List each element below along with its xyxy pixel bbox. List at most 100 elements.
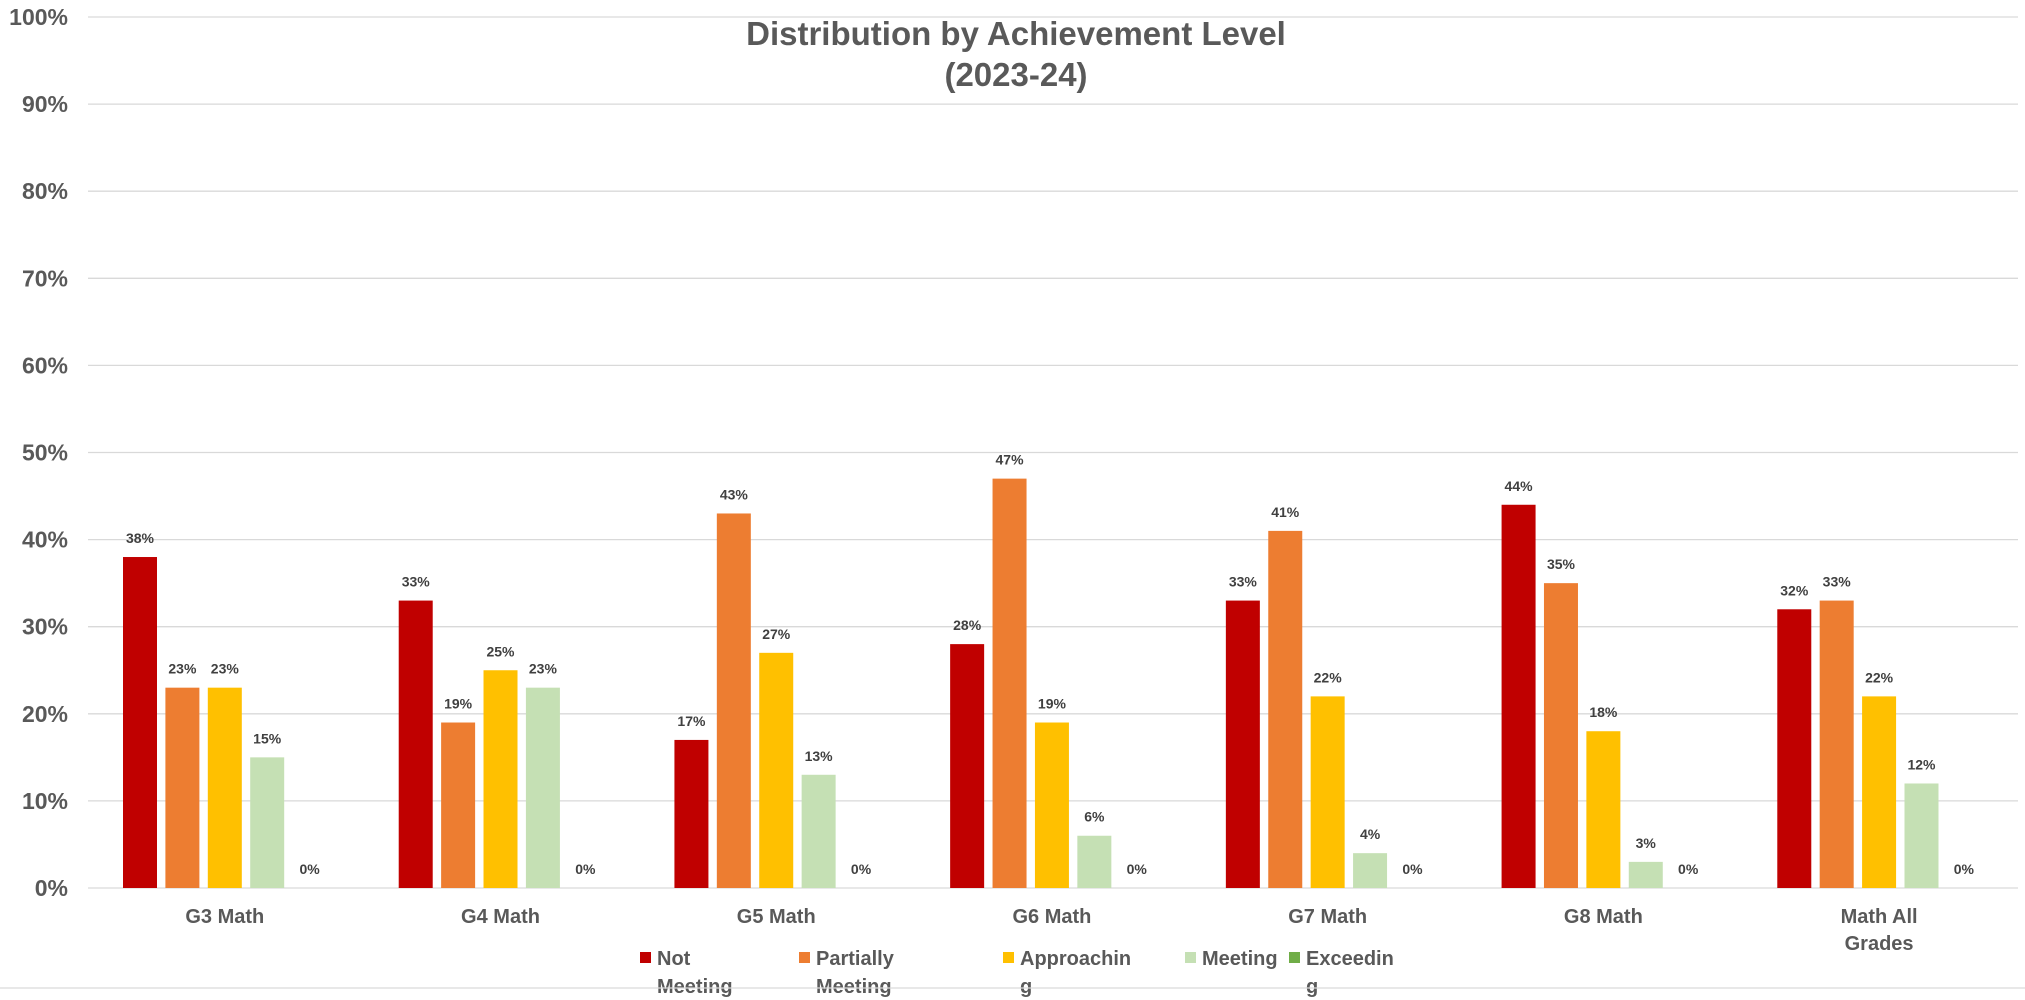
bar: [1904, 783, 1939, 888]
data-label: 23%: [168, 661, 197, 677]
bar: [441, 722, 476, 888]
bar: [801, 774, 836, 888]
bar: [1819, 600, 1854, 888]
legend-label: Approachin: [1020, 948, 1131, 970]
y-tick-label: 50%: [22, 440, 68, 466]
legend-swatch: [1003, 952, 1014, 963]
data-label: 6%: [1084, 809, 1105, 825]
data-label: 35%: [1547, 556, 1576, 572]
bar: [1862, 696, 1897, 888]
bar: [1501, 504, 1536, 888]
data-label: 0%: [1127, 861, 1148, 877]
bar: [1586, 731, 1621, 888]
data-label: 22%: [1314, 669, 1343, 685]
bar: [1628, 861, 1663, 888]
y-tick-label: 100%: [9, 4, 68, 30]
bar: [165, 687, 200, 888]
data-label: 41%: [1271, 504, 1300, 520]
data-label: 0%: [1402, 861, 1423, 877]
data-label: 33%: [1229, 574, 1258, 590]
data-label: 25%: [486, 643, 515, 659]
y-tick-label: 80%: [22, 178, 68, 204]
x-tick-label: Math All: [1841, 906, 1918, 928]
legend-swatch: [640, 952, 651, 963]
data-label: 13%: [805, 748, 834, 764]
y-tick-label: 20%: [22, 701, 68, 727]
x-tick-label: G6 Math: [1012, 906, 1091, 928]
bar: [1034, 722, 1069, 888]
data-label: 19%: [1038, 696, 1067, 712]
data-label: 22%: [1865, 669, 1894, 685]
x-tick-label: G4 Math: [461, 906, 540, 928]
y-tick-label: 40%: [22, 527, 68, 553]
bar: [250, 757, 285, 888]
data-label: 44%: [1505, 478, 1534, 494]
legend-label: Meeting: [816, 976, 892, 998]
legend-swatch: [1289, 952, 1300, 963]
legend-label: Meeting: [657, 976, 733, 998]
bar: [1310, 696, 1345, 888]
bar: [1268, 530, 1303, 888]
data-label: 43%: [720, 486, 749, 502]
bar: [1543, 583, 1578, 888]
data-label: 0%: [1678, 861, 1699, 877]
x-tick-label: G7 Math: [1288, 906, 1367, 928]
bar: [759, 652, 794, 888]
y-tick-label: 90%: [22, 91, 68, 117]
bar: [1225, 600, 1260, 888]
bar: [483, 670, 518, 888]
data-label: 38%: [126, 530, 155, 546]
data-label: 15%: [253, 730, 282, 746]
data-label: 19%: [444, 696, 473, 712]
bar: [992, 478, 1027, 888]
data-label: 0%: [575, 861, 596, 877]
chart-title: Distribution by Achievement Level: [746, 15, 1286, 52]
data-label: 33%: [402, 574, 431, 590]
y-tick-label: 60%: [22, 352, 68, 378]
x-tick-label: G8 Math: [1564, 906, 1643, 928]
legend-label: g: [1306, 976, 1318, 998]
data-label: 0%: [851, 861, 872, 877]
bar: [207, 687, 242, 888]
bar: [1777, 609, 1812, 888]
bar: [398, 600, 433, 888]
legend-label: Partially: [816, 948, 895, 970]
y-tick-label: 70%: [22, 265, 68, 291]
legend-swatch: [799, 952, 810, 963]
y-tick-label: 30%: [22, 614, 68, 640]
data-label: 12%: [1907, 756, 1936, 772]
y-tick-label: 0%: [35, 875, 68, 901]
legend-swatch: [1185, 952, 1196, 963]
bar: [716, 513, 751, 888]
bar: [674, 739, 709, 888]
chart-subtitle: (2023-24): [944, 56, 1087, 93]
data-label: 4%: [1360, 826, 1381, 842]
legend-label: Exceedin: [1306, 948, 1394, 970]
data-label: 33%: [1823, 574, 1852, 590]
bar: [123, 557, 157, 888]
data-label: 32%: [1780, 582, 1809, 598]
data-label: 3%: [1636, 835, 1657, 851]
data-label: 23%: [529, 661, 558, 677]
data-label: 47%: [996, 452, 1025, 468]
x-tick-label: G5 Math: [737, 906, 816, 928]
data-label: 27%: [762, 626, 791, 642]
data-label: 0%: [299, 861, 320, 877]
x-tick-label: G3 Math: [185, 906, 264, 928]
y-tick-label: 10%: [22, 788, 68, 814]
legend-label: Meeting: [1202, 948, 1278, 970]
bar: [525, 687, 560, 888]
data-label: 28%: [953, 617, 982, 633]
legend-label: g: [1020, 976, 1032, 998]
data-label: 17%: [677, 713, 706, 729]
x-tick-label: Grades: [1845, 933, 1914, 955]
data-label: 18%: [1589, 704, 1618, 720]
data-label: 0%: [1954, 861, 1975, 877]
bar: [1077, 835, 1112, 888]
data-label: 23%: [211, 661, 240, 677]
bar: [1353, 853, 1388, 888]
bar: [950, 644, 985, 888]
legend-label: Not: [657, 948, 691, 970]
